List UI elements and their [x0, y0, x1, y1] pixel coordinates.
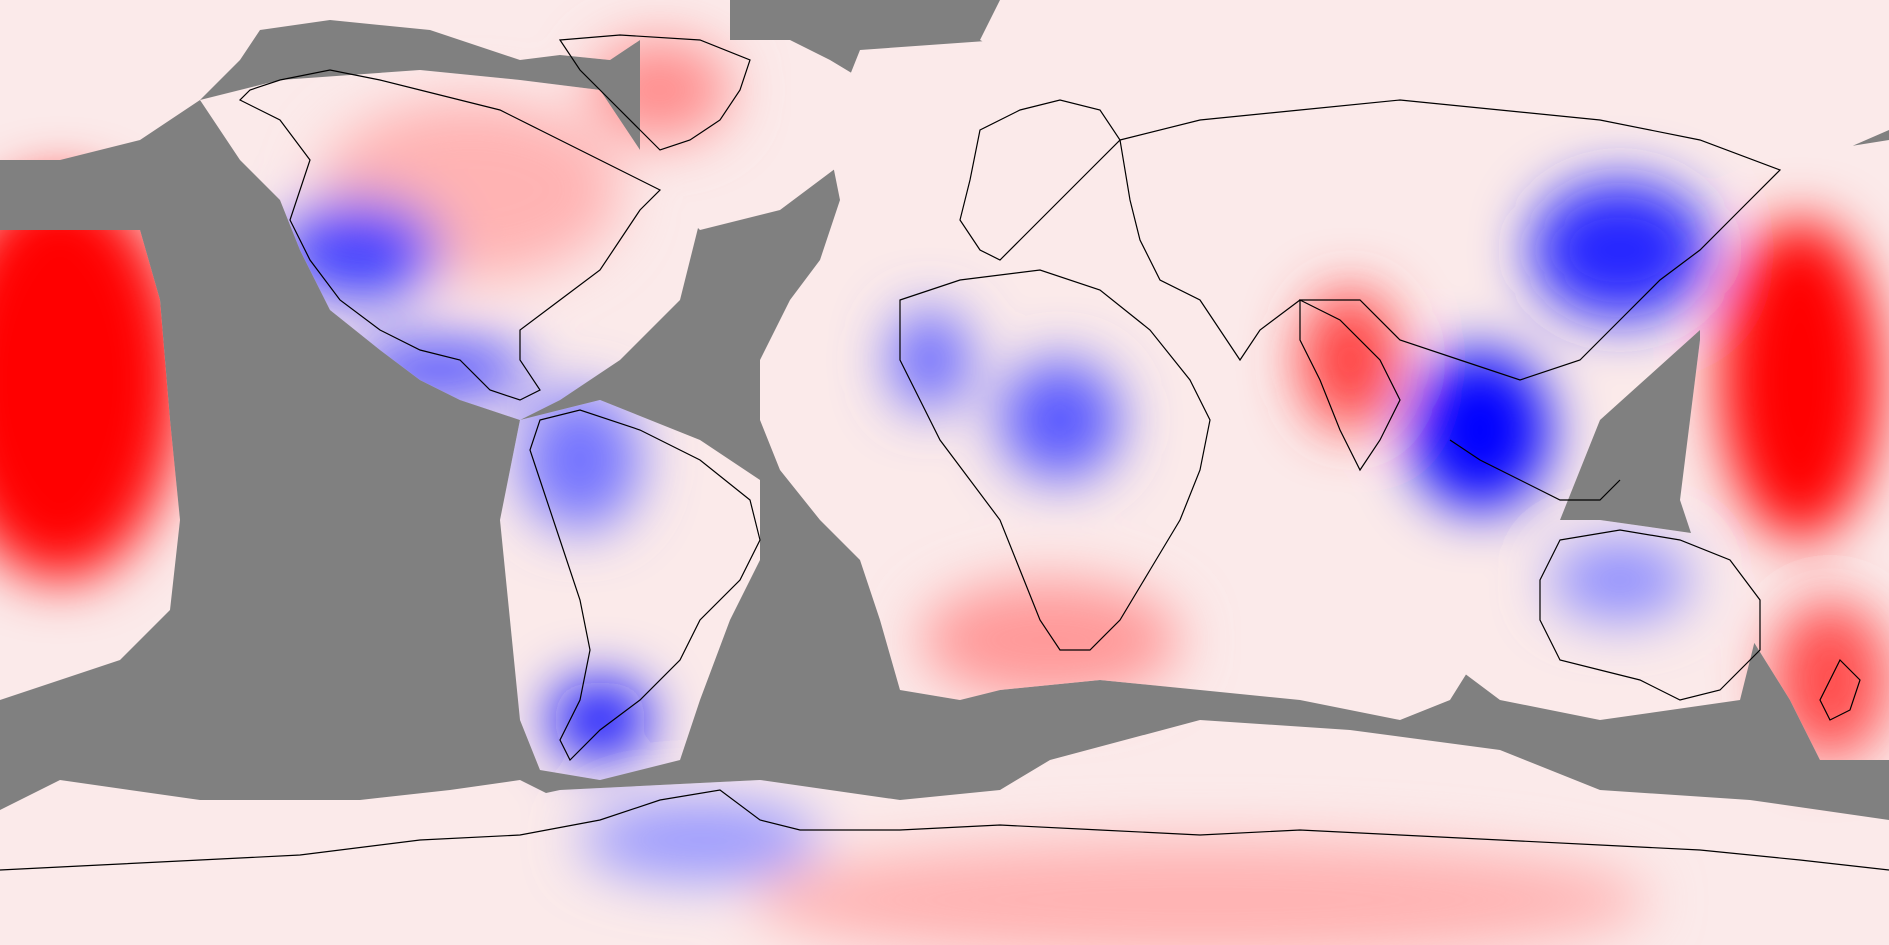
anomaly-patagonia-negative [550, 680, 650, 760]
anomaly-east-china-negative [1530, 180, 1710, 320]
coastline-australia [1539, 529, 1761, 701]
anomaly-australia-negative [1550, 540, 1690, 620]
anomaly-southern-africa-positive [920, 580, 1180, 700]
coastline-indonesia [1449, 439, 1621, 501]
anomaly-east-antarctica-negative [580, 800, 820, 880]
coastline-asia [1119, 99, 1782, 381]
coastline-india [1299, 299, 1401, 472]
anomaly-western-usa-negative [280, 200, 440, 300]
coastline-layer [0, 34, 1889, 871]
anomaly-west-africa-negative [890, 310, 970, 410]
anomaly-antarctica-positive [750, 840, 1650, 945]
anomaly-amazon-negative [520, 390, 640, 530]
coastline-south-america [529, 409, 761, 762]
coastline-africa [899, 269, 1211, 651]
coastline-north-america [238, 69, 662, 401]
anomaly-southeast-asia-negative [1410, 350, 1550, 510]
anomaly-central-africa-negative [1000, 360, 1120, 480]
coastline-greenland [558, 34, 751, 151]
coastline-europe [959, 99, 1121, 261]
coastline-new-zealand [1819, 658, 1861, 721]
anomaly-central-pacific-positive [0, 180, 180, 580]
coastline-antarctica [0, 789, 1889, 871]
anomaly-india-positive [1300, 290, 1400, 430]
anomaly-west-pacific-positive [1720, 220, 1880, 540]
